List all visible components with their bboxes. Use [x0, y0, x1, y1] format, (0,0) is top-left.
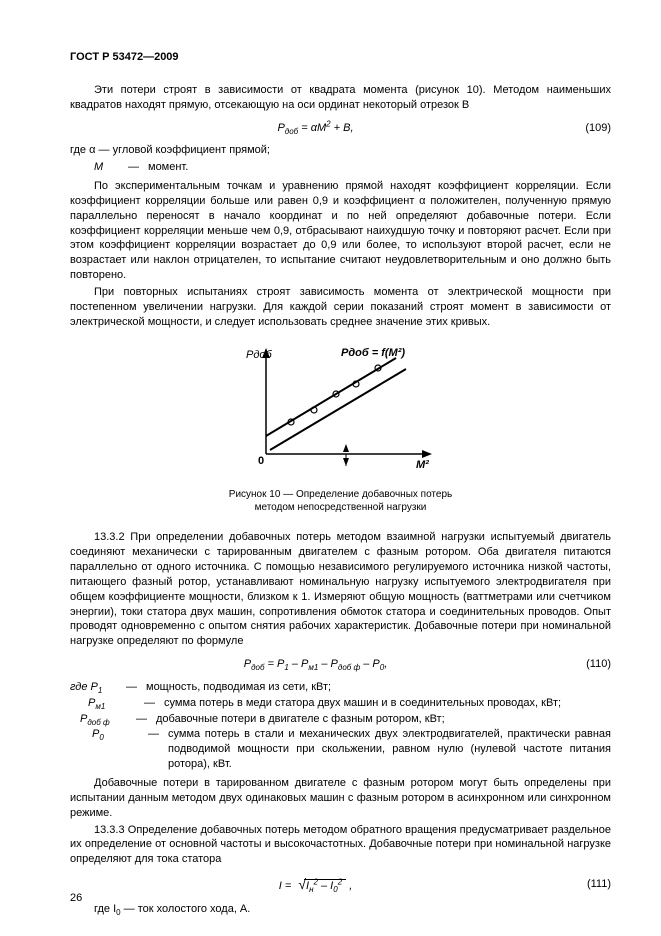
definition-M: M — момент. [70, 160, 611, 175]
definitions-110: где P1 — мощность, подводимая из сети, к… [70, 680, 611, 772]
svg-text:M²: M² [416, 459, 429, 471]
figure-10-svg: Pдоб Pдоб = f(M²) M² 0 [236, 344, 446, 474]
page-number: 26 [70, 891, 82, 906]
document-header: ГОСТ Р 53472—2009 [70, 50, 611, 65]
paragraph-13-3-3: 13.3.3 Определение добавочных потерь мет… [70, 823, 611, 868]
def-Pm1-text: сумма потерь в меди статора двух машин и… [164, 696, 611, 711]
figure-10: Pдоб Pдоб = f(M²) M² 0 [70, 344, 611, 479]
svg-text:Pдоб: Pдоб [246, 349, 273, 361]
def-M-text: момент. [148, 160, 611, 175]
equation-110: Pдоб = P1 – Pм1 – Pдоб ф – P0, (110) [70, 657, 611, 672]
equation-111-body: I = Iн2 – I02 , [70, 875, 561, 894]
paragraph-correlation: По экспериментальным точкам и уравнению … [70, 179, 611, 283]
svg-text:Pдоб = f(M²): Pдоб = f(M²) [341, 347, 405, 359]
definition-alpha: где α — угловой коэффициент прямой; [70, 143, 611, 158]
paragraph-13-3-2: 13.3.2 При определении добавочных потерь… [70, 530, 611, 649]
equation-110-number: (110) [561, 657, 611, 672]
paragraph-repeat-tests: При повторных испытаниях строят зависимо… [70, 285, 611, 330]
def-P0-label: P0 [70, 727, 148, 772]
svg-text:0: 0 [258, 455, 264, 467]
def-Pm1-label: Pм1 [70, 696, 144, 711]
equation-111-number: (111) [561, 877, 611, 892]
def-Pdobf-label: Pдоб ф [70, 712, 136, 727]
def-P0-text: сумма потерь в стали и механических двух… [168, 727, 611, 772]
equation-109-number: (109) [561, 121, 611, 136]
equation-109-body: Pдоб = αM2 + B, [70, 121, 561, 136]
definition-I0: где I0 — ток холостого хода, А. [70, 902, 611, 917]
page: ГОСТ Р 53472—2009 Эти потери строят в за… [0, 0, 661, 936]
equation-110-body: Pдоб = P1 – Pм1 – Pдоб ф – P0, [70, 657, 561, 672]
def-P1-text: мощность, подводимая из сети, кВт; [146, 680, 611, 695]
def-M-label: M [70, 160, 128, 175]
def-P1-label: где P1 [70, 680, 126, 695]
paragraph-add-losses-note: Добавочные потери в тарированном двигате… [70, 776, 611, 821]
figure-10-caption: Рисунок 10 — Определение добавочных поте… [70, 488, 611, 514]
paragraph-intro: Эти потери строят в зависимости от квадр… [70, 83, 611, 113]
def-Pdobf-text: добавочные потери в двигателе с фазным р… [156, 712, 611, 727]
equation-109: Pдоб = αM2 + B, (109) [70, 121, 611, 136]
equation-111: I = Iн2 – I02 , (111) [70, 875, 611, 894]
